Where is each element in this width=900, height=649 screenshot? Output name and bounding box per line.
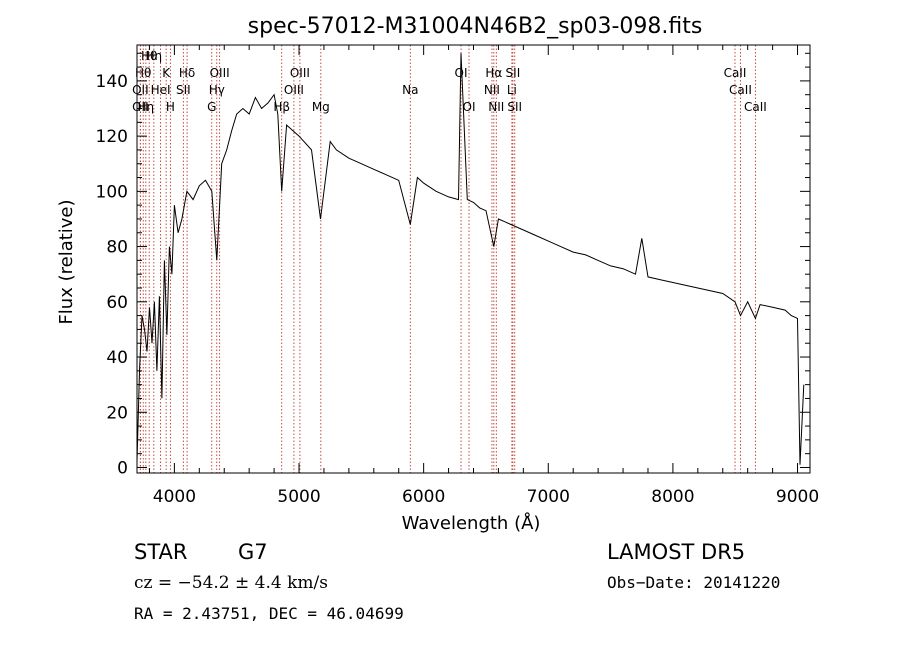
line-label-4: Hθ — [141, 49, 157, 63]
x-tick-label: 4000 — [153, 487, 196, 507]
object-class: STAR — [134, 540, 188, 564]
line-label-6: HeI — [151, 83, 171, 97]
line-label-3: OII — [132, 100, 149, 114]
x-tick-label: 6000 — [402, 487, 445, 507]
line-label-17: Mg — [312, 100, 330, 114]
coordinates: RA = 2.43751, DEC = 46.04699 — [134, 604, 404, 623]
observation-date: Obs−Date: 20141220 — [607, 573, 781, 592]
line-label-7: K — [162, 66, 171, 80]
line-label-25: SII — [506, 66, 521, 80]
survey-name: LAMOST DR5 — [607, 540, 746, 564]
y-tick-label: 80 — [106, 238, 128, 258]
line-label-12: Hγ — [209, 83, 225, 97]
x-tick-label: 8000 — [651, 487, 694, 507]
y-tick-label: 100 — [96, 182, 128, 202]
line-label-22: Hα — [485, 66, 502, 80]
line-label-20: OI — [463, 100, 476, 114]
spectral-line-labels: HθHηOIIOIIHθHηHeIKHSIIHδGHγOIIIHβOIIIOII… — [132, 49, 767, 114]
y-tick-label: 140 — [96, 72, 128, 92]
redshift-velocity: cz = −54.2 ± 4.4 km/s — [134, 573, 328, 593]
y-tick-label: 0 — [117, 458, 128, 478]
y-axis: 0 20 40 60 80 100 120 140 — [96, 52, 810, 478]
line-label-10: Hδ — [179, 66, 195, 80]
subclass: G7 — [238, 540, 268, 564]
chart-title: spec-57012-M31004N46B2_sp03-098.fits — [248, 14, 703, 39]
y-tick-label: 120 — [96, 127, 128, 147]
line-label-27: CaII — [724, 66, 747, 80]
x-axis-label: Wavelength (Å) — [402, 512, 541, 534]
x-axis: 4000 5000 6000 7000 8000 9000 — [148, 45, 819, 507]
line-label-5: Hη — [146, 49, 163, 63]
line-label-29: CaII — [744, 100, 767, 114]
line-label-0: Hθ — [135, 66, 151, 80]
spectrum-line — [136, 53, 805, 465]
line-label-16: OIII — [290, 66, 310, 80]
line-label-1: Hη — [138, 100, 155, 114]
line-label-23: NII — [488, 100, 504, 114]
line-label-8: H — [166, 100, 175, 114]
spectral-line-markers — [139, 45, 756, 473]
y-tick-label: 60 — [106, 293, 128, 313]
x-tick-label: 9000 — [776, 487, 819, 507]
line-label-9: SII — [176, 83, 191, 97]
y-tick-label: 40 — [106, 348, 128, 368]
x-tick-label: 5000 — [277, 487, 320, 507]
line-label-28: CaII — [729, 83, 752, 97]
line-label-15: OIII — [284, 83, 304, 97]
spectrum-chart: spec-57012-M31004N46B2_sp03-098.fits HθH… — [56, 14, 819, 534]
y-axis-label: Flux (relative) — [56, 199, 77, 324]
line-label-13: OIII — [210, 66, 230, 80]
line-label-26: SII — [507, 100, 522, 114]
line-label-2: OII — [132, 83, 149, 97]
line-label-18: Na — [402, 83, 418, 97]
line-label-21: NII — [484, 83, 500, 97]
line-label-11: G — [207, 100, 216, 114]
line-label-24: Li — [507, 83, 517, 97]
y-tick-label: 20 — [106, 403, 128, 423]
x-tick-label: 7000 — [527, 487, 570, 507]
